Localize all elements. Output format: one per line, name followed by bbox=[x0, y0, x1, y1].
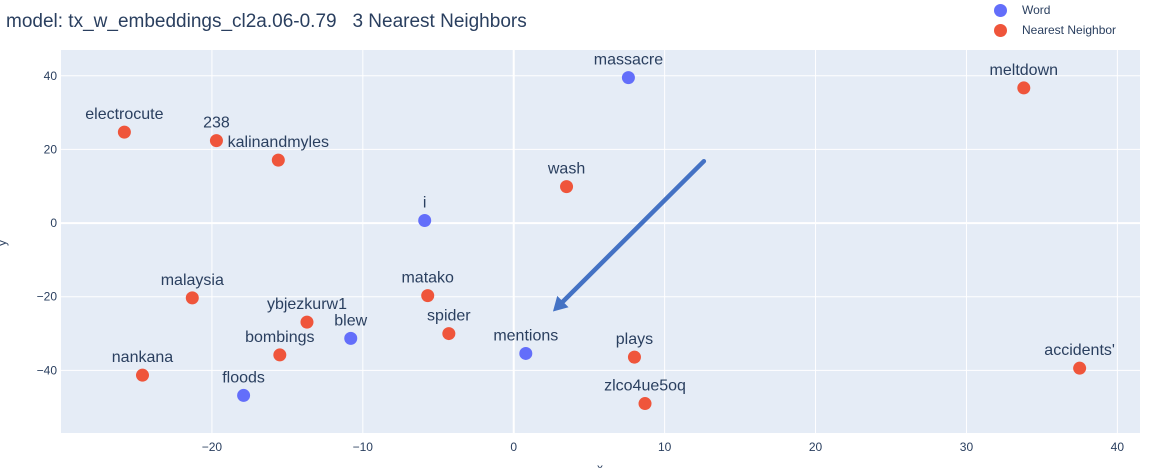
point-label-kalinandmyles: kalinandmyles bbox=[228, 134, 329, 151]
gridlines bbox=[61, 50, 1140, 433]
legend-marker-nearest-neighbor bbox=[994, 23, 1007, 37]
point-blew[interactable] bbox=[344, 331, 358, 345]
point-label-plays: plays bbox=[616, 331, 653, 348]
point-wash[interactable] bbox=[560, 180, 574, 194]
point-nankana[interactable] bbox=[135, 368, 149, 382]
legend-marker-word bbox=[994, 3, 1007, 17]
point-electrocute[interactable] bbox=[117, 125, 131, 139]
point-label-massacre: massacre bbox=[594, 52, 663, 69]
data-points[interactable] bbox=[117, 71, 1087, 411]
title-neighbors: 3 Nearest Neighbors bbox=[352, 11, 527, 32]
point-238[interactable] bbox=[209, 134, 223, 148]
x-tick-label: 40 bbox=[1111, 440, 1125, 454]
y-tick-label: −40 bbox=[37, 363, 58, 377]
point-spider[interactable] bbox=[442, 327, 456, 341]
point-label-matako: matako bbox=[401, 270, 454, 287]
x-tick-label: 0 bbox=[510, 440, 517, 454]
plot-area bbox=[61, 50, 1140, 433]
point-malaysia[interactable] bbox=[185, 291, 199, 305]
point-plays[interactable] bbox=[627, 350, 641, 364]
point-matako[interactable] bbox=[421, 289, 435, 303]
legend[interactable]: Word Nearest Neighbor bbox=[994, 0, 1116, 40]
y-tick-label: 40 bbox=[44, 69, 58, 83]
point-label-spider: spider bbox=[427, 308, 471, 325]
x-tick-label: −20 bbox=[202, 440, 223, 454]
point-label-blew: blew bbox=[334, 312, 367, 329]
point-accidents[interactable] bbox=[1073, 361, 1087, 375]
point-label-electrocute: electrocute bbox=[85, 106, 163, 123]
point-zlco4ue5oq[interactable] bbox=[638, 397, 652, 411]
legend-label-nearest-neighbor: Nearest Neighbor bbox=[1022, 23, 1117, 37]
point-ybjezkurw1[interactable] bbox=[300, 315, 314, 329]
point-label-mentions: mentions bbox=[493, 327, 558, 344]
x-tick-label: 20 bbox=[809, 440, 823, 454]
y-tick-label: 0 bbox=[50, 216, 57, 230]
x-axis-label: x bbox=[597, 461, 603, 468]
point-label-zlco4ue5oq: zlco4ue5oq bbox=[604, 378, 686, 395]
point-i[interactable] bbox=[418, 214, 432, 228]
arrow-shaft bbox=[560, 158, 707, 304]
legend-label-word: Word bbox=[1022, 3, 1051, 17]
title-model: model: tx_w_embeddings_cl2a.06-0.79 bbox=[6, 11, 337, 32]
point-label-meltdown: meltdown bbox=[990, 62, 1058, 79]
y-tick-label: −20 bbox=[37, 290, 58, 304]
x-tick-label: 30 bbox=[960, 440, 974, 454]
legend-item-word[interactable]: Word bbox=[994, 0, 1116, 20]
legend-item-nearest-neighbor[interactable]: Nearest Neighbor bbox=[994, 20, 1116, 40]
point-label-accidents: accidents' bbox=[1044, 342, 1115, 359]
point-label-bombings: bombings bbox=[245, 329, 314, 346]
point-floods[interactable] bbox=[237, 388, 251, 402]
chart-title: model: tx_w_embeddings_cl2a.06-0.79 3 Ne… bbox=[6, 11, 527, 33]
arrow-head bbox=[552, 295, 569, 312]
point-kalinandmyles[interactable] bbox=[271, 153, 285, 167]
point-label-malaysia: malaysia bbox=[161, 272, 224, 289]
y-tick-label: 20 bbox=[44, 142, 58, 156]
point-label-nankana: nankana bbox=[112, 349, 173, 366]
point-labels: massacre i blew mentions floods meltdown elect… bbox=[85, 52, 1115, 395]
x-tick-label: 10 bbox=[658, 440, 672, 454]
point-label-ybjezkurw1: ybjezkurw1 bbox=[267, 296, 347, 313]
point-mentions[interactable] bbox=[519, 346, 533, 360]
y-axis-label: y bbox=[0, 240, 9, 246]
point-label-238: 238 bbox=[203, 115, 230, 132]
x-tick-label: −10 bbox=[353, 440, 374, 454]
point-label-i: i bbox=[423, 195, 427, 212]
annotation-arrow bbox=[552, 158, 707, 312]
point-massacre[interactable] bbox=[621, 71, 635, 85]
point-bombings[interactable] bbox=[273, 348, 287, 362]
point-label-wash: wash bbox=[547, 161, 585, 178]
point-label-floods: floods bbox=[222, 369, 265, 386]
point-meltdown[interactable] bbox=[1017, 81, 1031, 95]
tick-labels: −20 −10 0 10 20 30 40 −40 −20 0 20 40 bbox=[37, 69, 1125, 454]
